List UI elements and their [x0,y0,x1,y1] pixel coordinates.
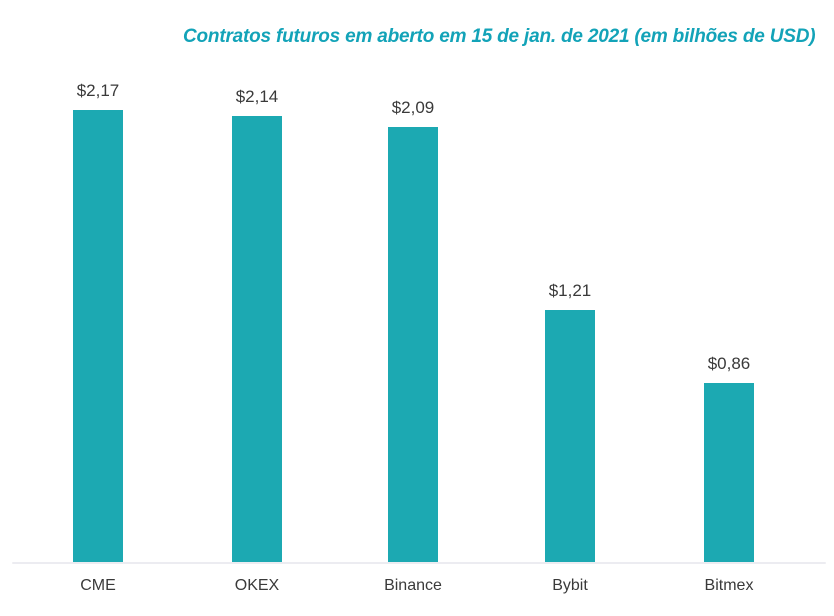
category-label-okex: OKEX [234,577,280,594]
category-label-bitmex: Bitmex [704,577,754,594]
category-label-cme: CME [80,577,116,594]
bar-bitmex [704,383,754,562]
category-label-binance: Binance [384,577,442,594]
x-axis-labels: CME OKEX Binance Bybit Bitmex [0,577,834,599]
value-label-binance: $2,09 [391,98,435,117]
bar-cme [73,110,123,562]
plot-area: $2,17 $2,14 $2,09 $1,21 $0,86 [12,81,826,564]
category-label-bybit: Bybit [552,577,588,594]
bar-bybit [545,310,595,562]
value-label-bybit: $1,21 [548,281,592,300]
value-label-okex: $2,14 [235,87,279,106]
value-label-bitmex: $0,86 [707,354,751,373]
x-axis-line [12,562,826,564]
chart-title: Contratos futuros em aberto em 15 de jan… [183,26,816,47]
value-label-cme: $2,17 [76,81,120,100]
bar-binance [388,127,438,562]
bar-okex [232,116,282,562]
